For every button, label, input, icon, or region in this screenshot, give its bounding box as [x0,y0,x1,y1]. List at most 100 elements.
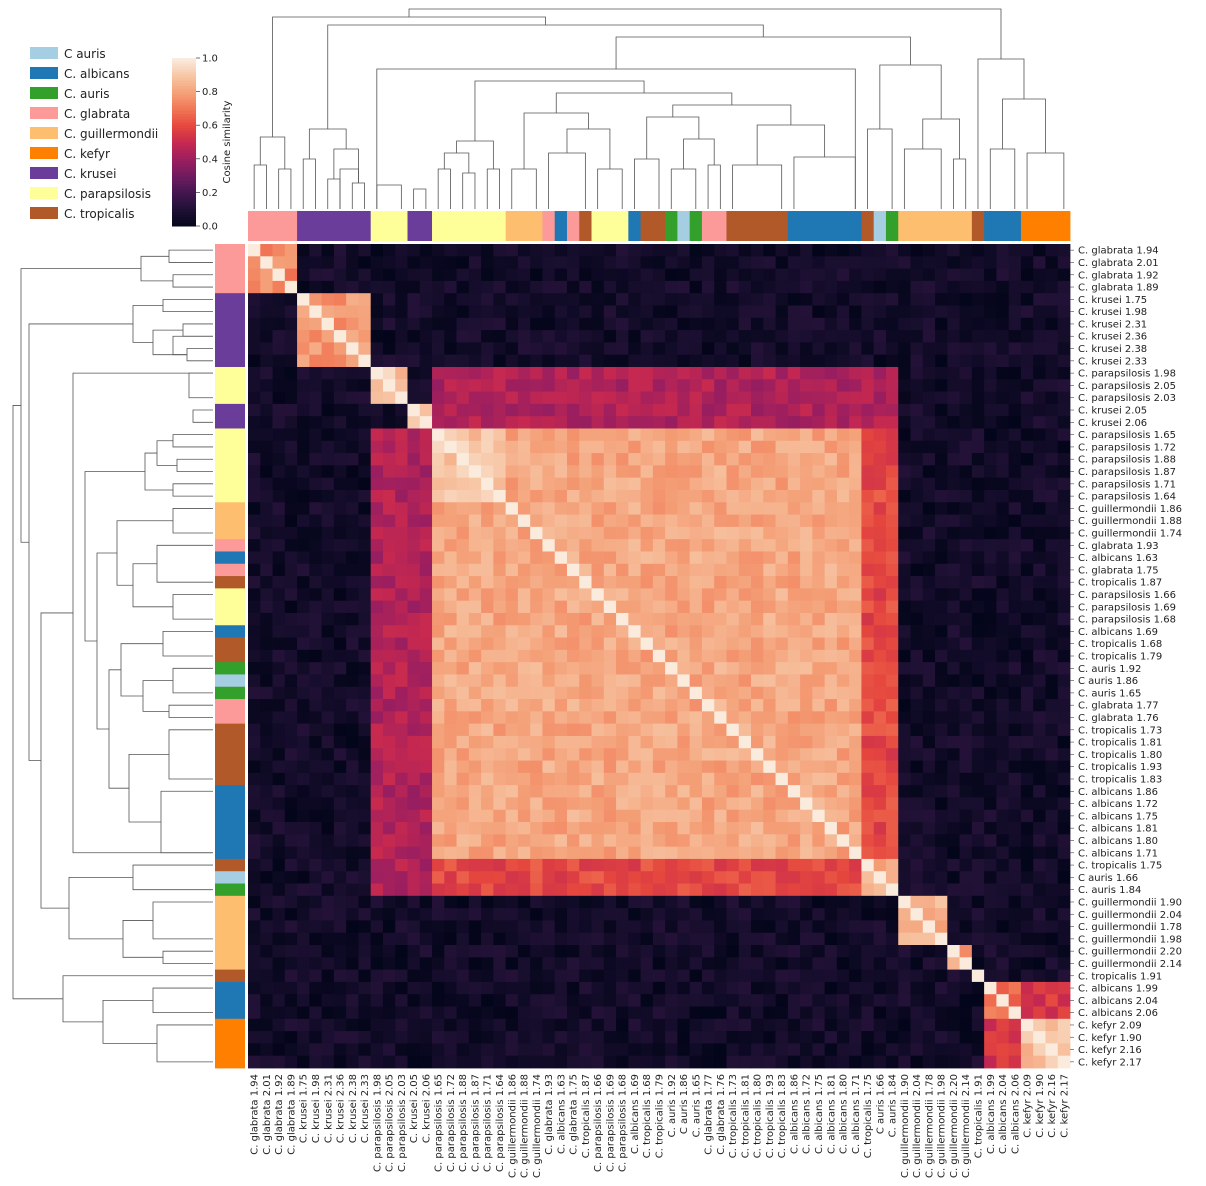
heatmap-cell [971,723,985,737]
heatmap-cell [591,489,605,503]
heatmap-cell [346,354,359,368]
heatmap-cell [1057,785,1071,798]
heatmap-cell [1057,895,1071,909]
heatmap-cell [517,391,531,405]
heatmap-cell [652,649,666,663]
heatmap-cell [603,526,617,540]
heatmap-cell [542,403,556,417]
heatmap-cell [640,600,654,614]
heatmap-cell [800,391,813,405]
heatmap-cell [505,871,519,884]
heatmap-cell [1008,551,1022,565]
heatmap-cell [800,699,813,712]
heatmap-cell [861,723,875,737]
heatmap-cell [1057,489,1071,503]
heatmap-cell [321,1031,335,1044]
heatmap-cell [603,453,617,466]
heatmap-cell [763,957,776,971]
heatmap-cell [284,822,298,835]
heatmap-cell [1057,305,1071,319]
heatmap-cell [493,600,507,614]
column-tick-label: C. krusei 2.38 [348,1074,359,1143]
row-tick-label: C. auris 1.84 [1078,885,1141,896]
heatmap-cell [898,932,911,946]
column-group-swatch [873,211,887,241]
heatmap-cell [628,748,641,761]
heatmap-cell [554,440,568,454]
heatmap-cell [984,600,997,614]
heatmap-cell [517,785,531,798]
heatmap-cell [321,809,335,823]
heatmap-cell [260,280,273,294]
heatmap-cell [689,342,703,356]
heatmap-cell [800,514,813,528]
heatmap-cell [959,957,973,971]
heatmap-cell [566,834,580,848]
heatmap-cell [959,686,973,700]
heatmap-cell [1008,366,1022,380]
heatmap-cell [566,858,580,872]
heatmap-cell [566,379,580,392]
heatmap-cell [935,1031,948,1044]
heatmap-cell [407,551,421,565]
heatmap-cell [1020,674,1034,688]
heatmap-cell [395,379,408,392]
heatmap-cell [419,932,433,946]
heatmap-cell [382,785,396,798]
heatmap-cell [481,711,494,725]
heatmap-cell [530,908,543,921]
heatmap-cell [910,699,924,712]
heatmap-cell [517,994,531,1007]
heatmap-cell [935,293,948,306]
heatmap-cell [579,981,592,995]
heatmap-cell [1020,858,1034,872]
heatmap-cell [1008,637,1022,651]
heatmap-cell [984,477,997,491]
heatmap-cell [1045,957,1059,971]
heatmap-cell [419,391,433,405]
heatmap-cell [996,932,1010,946]
heatmap-cell [591,662,605,675]
heatmap-cell [689,1018,703,1032]
heatmap-cell [898,649,911,663]
heatmap-cell [996,625,1010,638]
heatmap-cell [812,920,826,934]
heatmap-cell [517,428,531,442]
column-group-swatch [579,211,592,241]
heatmap-cell [493,674,507,688]
heatmap-cell [947,686,960,700]
heatmap-cell [542,317,556,331]
dendrogram-link [302,158,316,209]
row-tick-label: C. tropicalis 1.73 [1078,725,1162,736]
heatmap-cell [370,366,384,380]
heatmap-cell [922,637,936,651]
heatmap-cell [321,846,335,860]
heatmap-cell [898,317,911,331]
heatmap-cell [481,994,494,1007]
heatmap-cell [885,699,899,712]
heatmap-cell [677,981,691,995]
heatmap-cell [309,711,323,725]
heatmap-cell [628,256,641,269]
heatmap-cell [297,711,310,725]
heatmap-cell [616,711,629,725]
heatmap-cell [346,908,359,921]
heatmap-cell [775,342,789,356]
heatmap-cell [284,366,298,380]
heatmap-cell [248,908,261,921]
heatmap-cell [775,723,789,737]
heatmap-cell [971,699,985,712]
row-dendrogram [12,249,213,1063]
heatmap-cell [272,957,286,971]
heatmap-cell [935,539,948,552]
heatmap-cell [248,871,261,884]
heatmap-cell [849,391,862,405]
heatmap-cell [652,846,666,860]
heatmap-cell [959,477,973,491]
heatmap-cell [714,994,727,1007]
heatmap-cell [971,244,985,257]
heatmap-cell [873,772,887,786]
heatmap-cell [566,735,580,749]
heatmap-cell [922,600,936,614]
